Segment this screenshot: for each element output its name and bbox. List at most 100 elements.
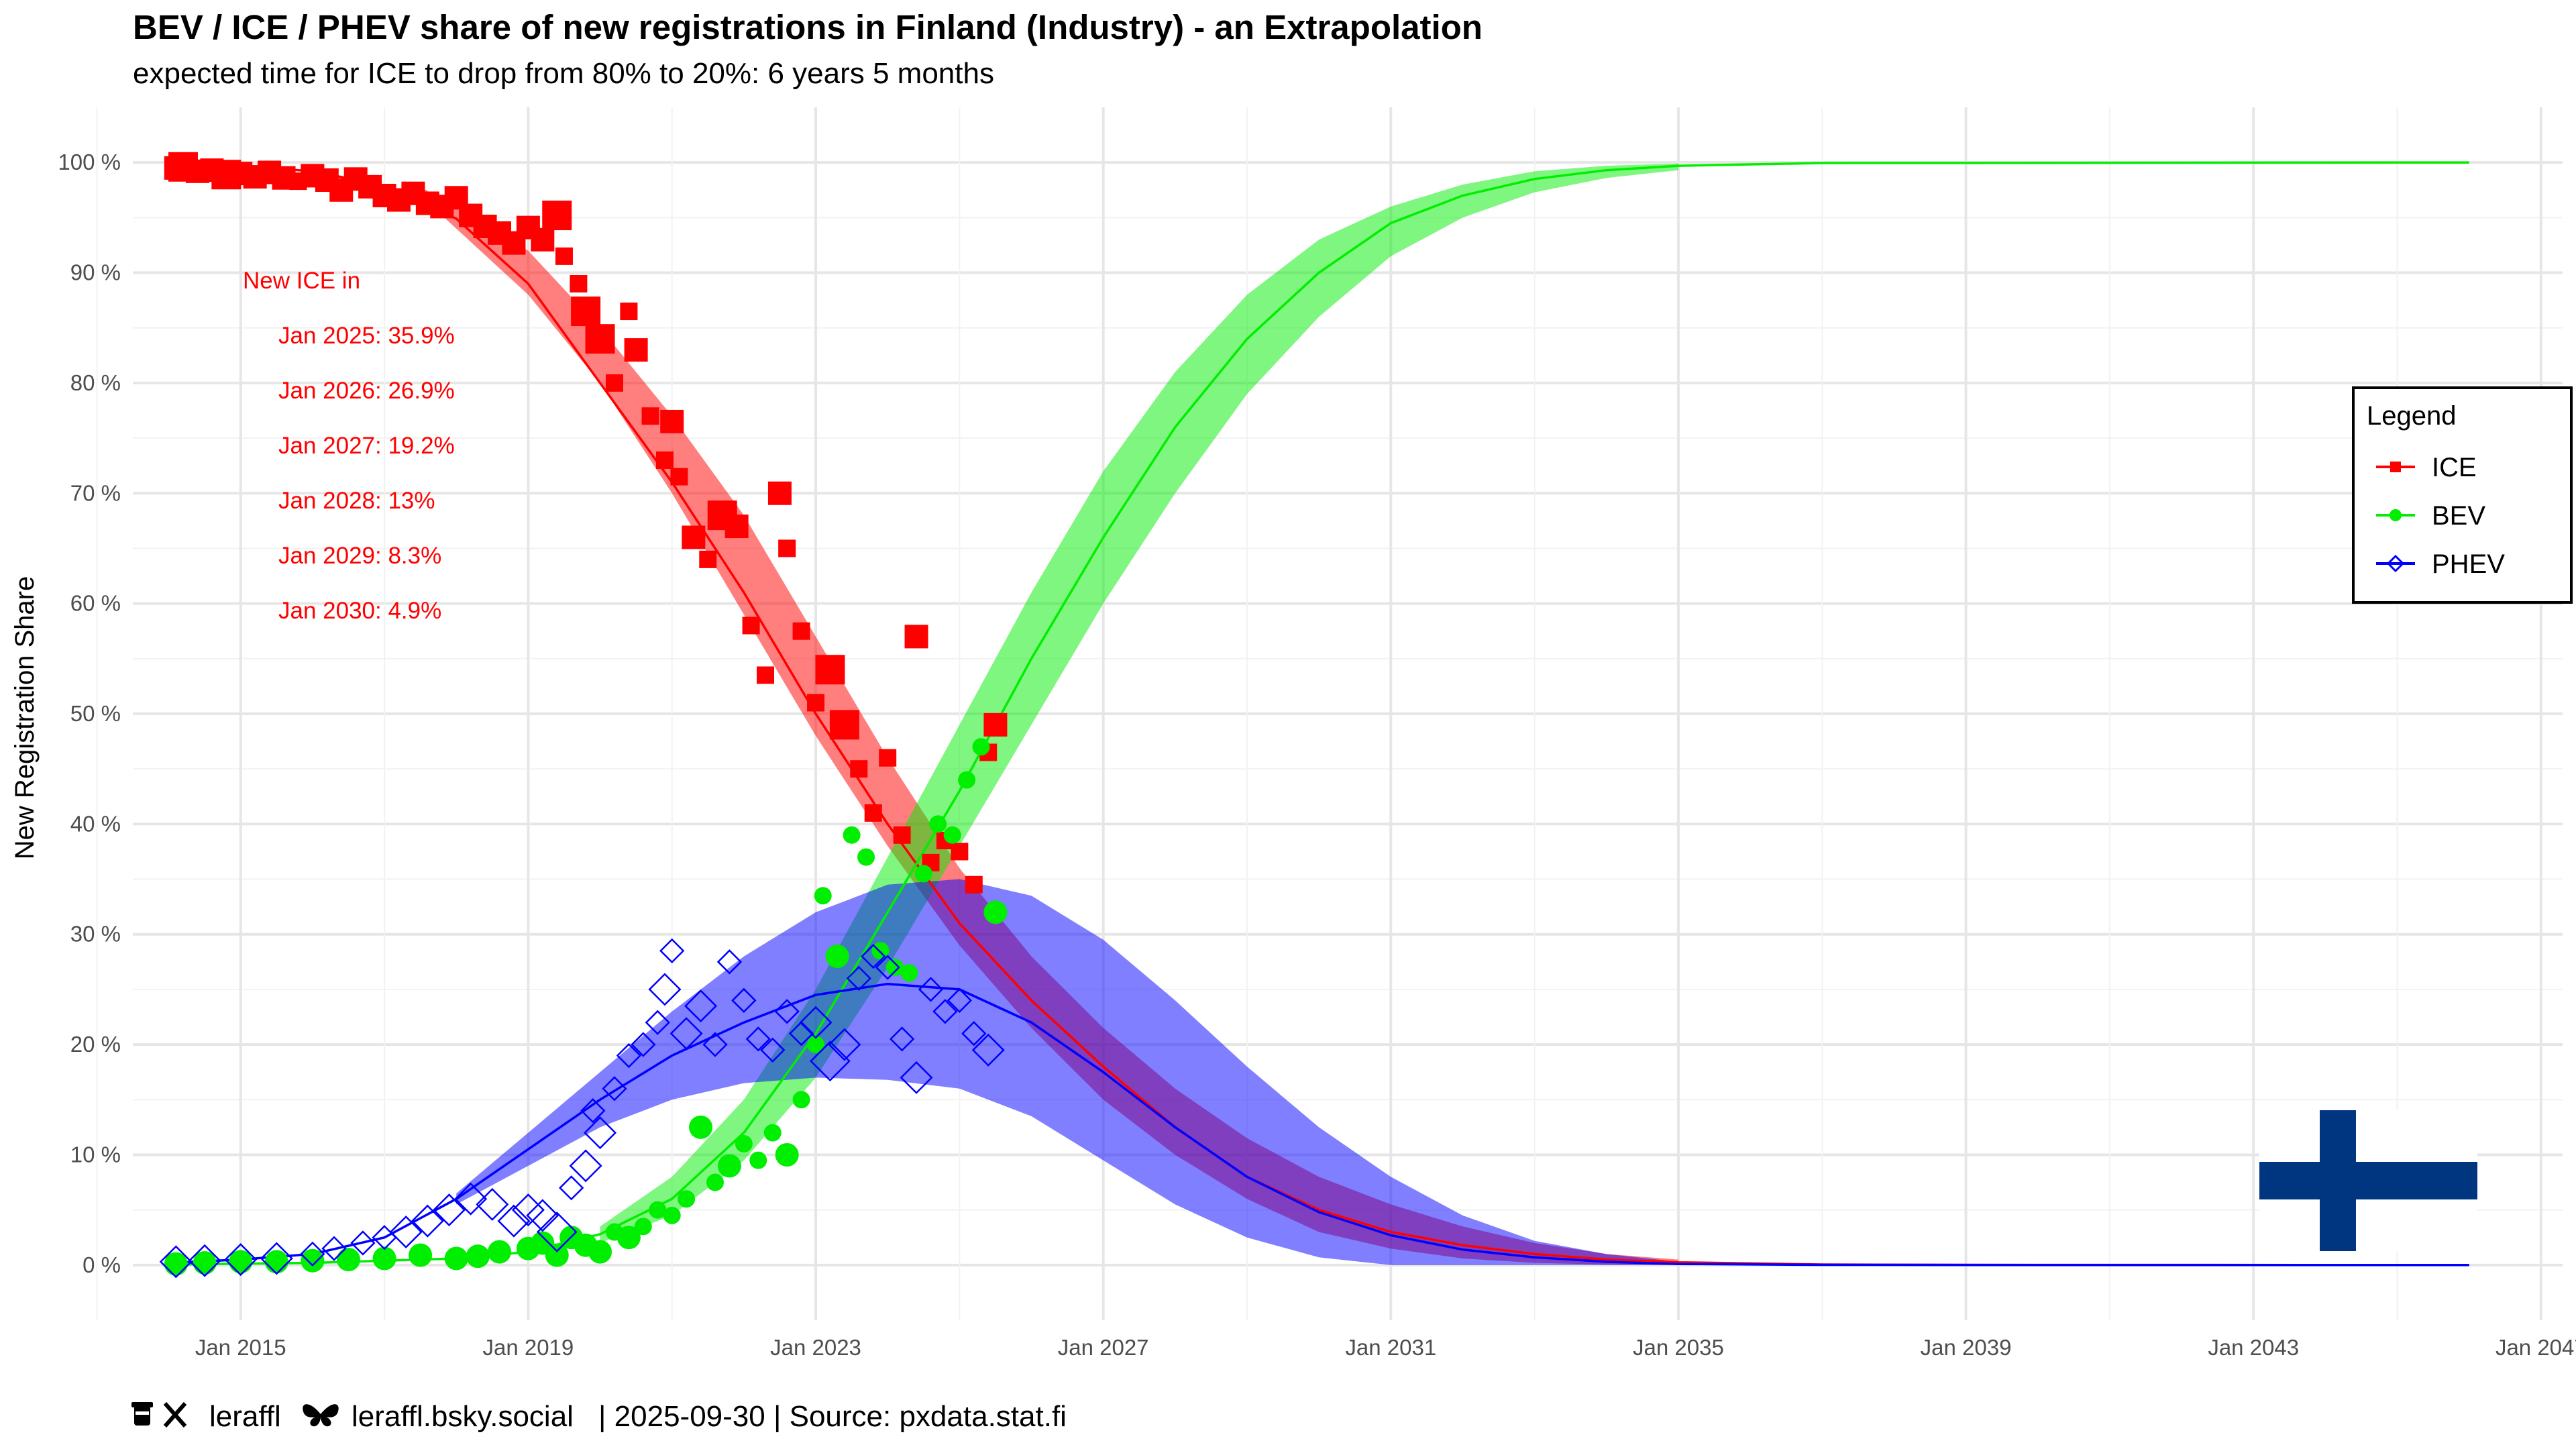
annotation-line: Jan 2029: 8.3% (278, 543, 441, 569)
point-phev (828, 1028, 861, 1061)
point-ice (767, 481, 792, 505)
y-tick-label: 20 % (70, 1032, 121, 1057)
point-phev (584, 1116, 617, 1150)
point-phev (846, 965, 871, 991)
point-bev (775, 1142, 799, 1167)
point-bev (372, 1246, 396, 1271)
point-bev (825, 945, 849, 969)
x-tick-label: Jan 2035 (1633, 1335, 1724, 1360)
point-bev (663, 1206, 681, 1224)
point-phev (389, 1215, 423, 1249)
legend-entry-phev: PHEV (2376, 549, 2505, 579)
point-phev (799, 1006, 833, 1039)
point-ice (815, 655, 845, 685)
point-ice (655, 451, 674, 469)
point-bev (929, 815, 947, 833)
point-phev (947, 987, 973, 1014)
point-bev (857, 848, 875, 866)
point-bev (545, 1243, 569, 1267)
y-tick-label: 70 % (70, 480, 121, 505)
point-phev (580, 1098, 606, 1124)
point-bev (735, 1135, 753, 1153)
point-phev (889, 1026, 915, 1052)
point-phev (932, 999, 958, 1024)
point-bev (983, 900, 1008, 924)
y-tick-label: 50 % (70, 701, 121, 726)
caption-handle: leraffl (209, 1400, 281, 1433)
point-ice (542, 201, 572, 231)
y-tick-label: 90 % (70, 260, 121, 285)
annotation-line: Jan 2027: 19.2% (278, 433, 455, 459)
annotation-line: Jan 2028: 13% (278, 488, 435, 514)
point-bev (466, 1244, 490, 1269)
y-tick-label: 80 % (70, 370, 121, 395)
point-phev (559, 1175, 584, 1201)
caption-meta: | 2025-09-30 | Source: pxdata.stat.fi (598, 1400, 1067, 1433)
point-bev (792, 1091, 810, 1109)
point-phev (731, 987, 757, 1014)
point-bev (763, 1124, 782, 1142)
point-phev (476, 1187, 509, 1221)
x-tick-label: Jan 2039 (1921, 1335, 2012, 1360)
point-bev (678, 1190, 696, 1208)
x-tick-label: Jan 2027 (1058, 1335, 1149, 1360)
x-tick-label: Jan 2047 (2496, 1335, 2576, 1360)
point-bev (749, 1151, 767, 1169)
point-ice (742, 616, 760, 635)
point-bev (706, 1173, 724, 1191)
point-phev (645, 1010, 670, 1035)
point-phev (971, 1033, 1005, 1067)
point-phev (411, 1204, 444, 1238)
point-phev (260, 1242, 293, 1275)
x-logo-icon (163, 1402, 187, 1428)
finland-flag (2259, 1110, 2477, 1251)
svg-text:ICE: ICE (2432, 453, 2477, 482)
point-phev (497, 1204, 531, 1238)
point-ice (879, 749, 897, 767)
point-ice (670, 468, 688, 486)
y-axis-label: New Registration Share (10, 576, 40, 859)
y-tick-label: 40 % (70, 811, 121, 836)
grid (96, 107, 2563, 1320)
point-bev (958, 771, 976, 789)
point-phev (536, 1212, 578, 1252)
point-phev (961, 1020, 987, 1046)
point-bev (409, 1243, 433, 1267)
band-ice (420, 186, 1678, 1265)
point-bev (689, 1115, 713, 1139)
point-ice (778, 539, 796, 557)
point-phev (432, 1193, 466, 1227)
point-phev (659, 938, 685, 964)
chart-subtitle: expected time for ICE to drop from 80% t… (133, 57, 994, 90)
point-phev (745, 1026, 771, 1052)
point-ice (624, 338, 648, 362)
point-phev (684, 989, 718, 1023)
point-bev (649, 1201, 667, 1219)
point-ice (965, 875, 983, 894)
x-tick-label: Jan 2015 (195, 1335, 286, 1360)
point-ice (850, 760, 868, 778)
point-ice (620, 303, 638, 321)
chart-title: BEV / ICE / PHEV share of new registrati… (133, 8, 1483, 46)
svg-text:PHEV: PHEV (2432, 549, 2505, 579)
point-bev (264, 1250, 288, 1274)
point-bev (336, 1248, 360, 1272)
point-bev (301, 1248, 325, 1273)
point-ice (570, 274, 588, 292)
coffee-icon (131, 1402, 153, 1426)
point-phev (569, 1149, 602, 1183)
point-phev (788, 1020, 814, 1046)
fit-line-phev (168, 982, 2469, 1267)
point-ice (893, 826, 911, 844)
point-ice (682, 525, 706, 549)
legend: Legend ICE BEV PHEV (2352, 386, 2573, 604)
point-bev (588, 1240, 612, 1264)
fit-line-ice (168, 162, 2469, 1267)
point-ice (641, 407, 659, 425)
y-tick-label: 100 % (58, 150, 121, 174)
data-points (159, 152, 1008, 1279)
legend-entry-ice: ICE (2376, 453, 2477, 482)
y-tick-label: 60 % (70, 591, 121, 616)
